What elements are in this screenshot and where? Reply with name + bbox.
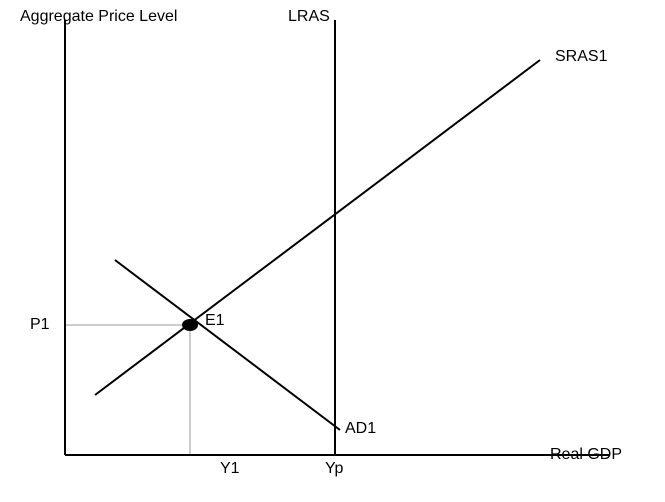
ad-label: AD1 xyxy=(345,420,376,438)
sras-label: SRAS1 xyxy=(555,48,607,66)
economics-diagram: Aggregate Price Level LRAS SRAS1 E1 P1 A… xyxy=(0,0,665,502)
price-level-label: P1 xyxy=(30,316,50,334)
output-label: Y1 xyxy=(220,460,240,478)
sras-line xyxy=(95,60,540,395)
lras-label: LRAS xyxy=(288,8,330,26)
equilibrium-label: E1 xyxy=(205,312,225,330)
ad-line xyxy=(115,260,340,430)
chart-svg xyxy=(0,0,665,502)
y-axis-title: Aggregate Price Level xyxy=(20,8,177,26)
x-axis-title: Real GDP xyxy=(550,446,622,464)
potential-output-label: Yp xyxy=(325,460,343,478)
equilibrium-point xyxy=(182,319,198,331)
